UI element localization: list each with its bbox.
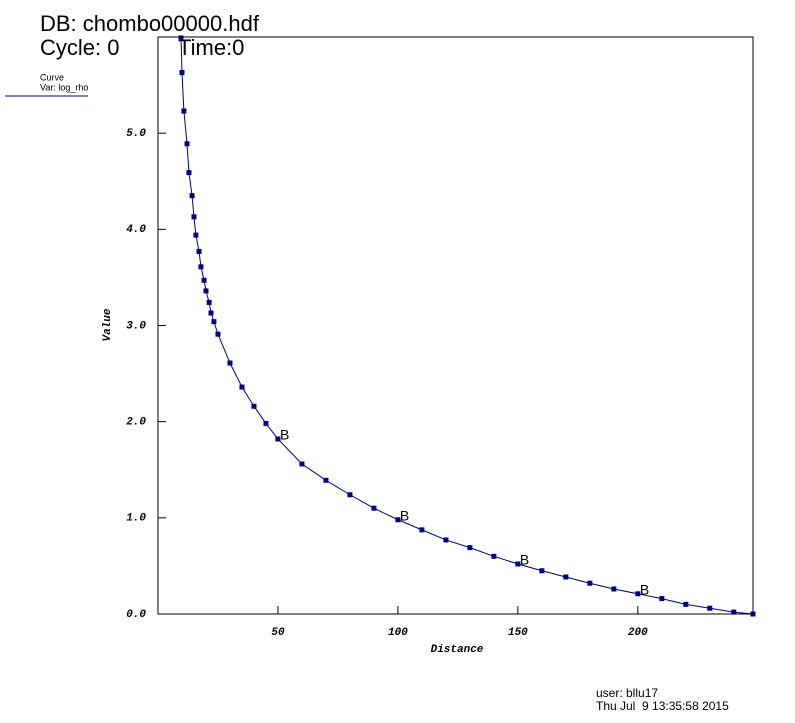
point [211,319,217,325]
point [206,299,212,305]
point [299,461,305,467]
date-label: Thu Jul 9 13:35:58 2015 [596,699,729,713]
curve-label: B [640,582,649,598]
curve-label: B [280,427,289,443]
point [196,248,202,254]
time-label: Time:0 [178,35,244,60]
point [515,561,521,567]
y-axis-title: Value [102,308,114,341]
curve-label: B [520,552,529,568]
y-tick-label: 0.0 [126,609,146,621]
x-tick-label: 50 [271,627,285,639]
y-tick-label: 1.0 [126,513,146,525]
point [198,264,204,270]
point [611,586,617,592]
point [659,596,665,602]
point [443,537,449,543]
point [491,553,497,559]
point [215,331,221,337]
point [587,580,593,586]
point [683,601,689,607]
point [189,193,195,199]
point [191,214,197,220]
point [227,360,233,366]
point [179,70,185,76]
point [395,517,401,523]
x-tick-label: 100 [388,627,408,639]
point [181,108,187,114]
point [323,477,329,483]
x-tick-label: 200 [628,627,648,639]
cycle-label: Cycle: 0 [40,35,119,60]
x-axis-title: Distance [431,644,484,656]
point [186,170,192,176]
y-tick-label: 2.0 [126,417,146,429]
point [467,545,473,551]
legend-entry: Var: log_rho [40,82,88,92]
point [731,609,737,615]
point [275,436,281,442]
y-tick-label: 3.0 [126,320,146,332]
point [201,277,207,283]
point [539,568,545,574]
point [263,421,269,427]
point [203,288,209,294]
point [371,505,377,511]
point [239,384,245,390]
point [208,310,214,316]
y-tick-label: 5.0 [126,128,146,140]
point [750,611,756,617]
point [251,403,257,409]
curve-label: B [400,507,409,523]
point [178,35,184,41]
point [193,232,199,238]
point [563,574,569,580]
point [635,591,641,597]
user-label: user: bllu17 [596,686,658,700]
y-tick-label: 4.0 [126,224,146,236]
legend-title: Curve [40,72,64,82]
point [419,527,425,533]
point [707,605,713,611]
point [184,141,190,147]
db-label: DB: chombo00000.hdf [40,11,260,36]
point [347,492,353,498]
x-tick-label: 150 [508,627,528,639]
